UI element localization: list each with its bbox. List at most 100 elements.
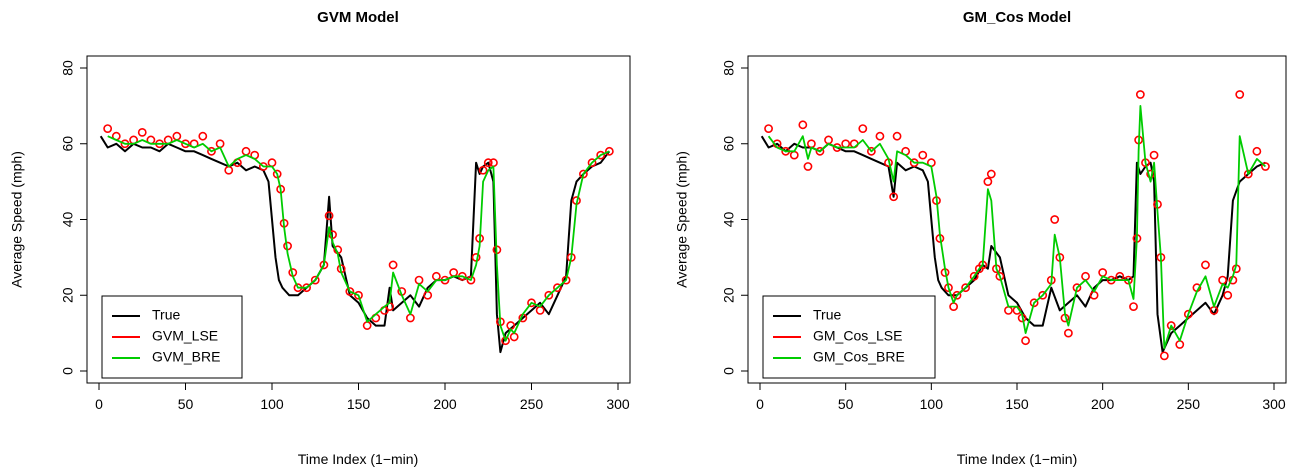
data-point: [986, 169, 996, 179]
data-point: [527, 298, 536, 308]
data-point: [983, 177, 993, 187]
data-point: [803, 162, 813, 171]
y-tick-label: 60: [60, 136, 76, 152]
data-point: [405, 313, 415, 323]
data-point: [1064, 328, 1073, 338]
data-point: [241, 146, 251, 156]
data-point: [952, 290, 962, 300]
x-axis-label: Time Index (1−min): [298, 451, 418, 467]
x-tick-label: 300: [1262, 396, 1286, 412]
x-tick-label: 50: [178, 396, 194, 412]
legend-label: True: [813, 307, 841, 323]
x-tick-label: 200: [1091, 396, 1115, 412]
x-axis: 0 50 100 150 200 250 300: [95, 382, 630, 412]
data-point: [553, 283, 562, 293]
data-point: [1218, 275, 1227, 285]
data-point: [478, 165, 488, 175]
data-point: [324, 211, 334, 221]
data-point: [224, 165, 234, 175]
data-point: [1261, 162, 1270, 171]
y-tick-label: 40: [60, 212, 76, 228]
chart-title: GM_Cos Model: [963, 9, 1071, 26]
data-point: [431, 271, 441, 281]
data-point: [1029, 298, 1039, 308]
legend-label: True: [152, 307, 180, 323]
data-point: [815, 146, 825, 156]
data-point: [181, 139, 190, 149]
data-point: [215, 139, 225, 149]
x-tick-label: 150: [347, 396, 371, 412]
y-axis: 0 20 40 60 80: [60, 60, 88, 375]
series-line-gvm-bre: [107, 135, 610, 342]
data-point: [596, 150, 606, 160]
data-point: [207, 146, 216, 156]
data-point: [824, 135, 833, 145]
data-point: [1135, 90, 1145, 99]
data-point: [1175, 340, 1185, 349]
data-point: [1201, 260, 1210, 270]
x-tick-label: 150: [1005, 396, 1029, 412]
x-tick-label: 100: [920, 396, 944, 412]
series-line-gm-cos-bre: [767, 105, 1266, 350]
data-point: [1166, 321, 1176, 330]
data-point: [1004, 305, 1013, 315]
data-point: [198, 131, 208, 141]
legend: True GM_Cos_LSE GM_Cos_BRE: [762, 295, 936, 379]
data-point: [489, 158, 498, 168]
x-axis-label: Time Index (1−min): [957, 451, 1077, 467]
y-tick-label: 0: [721, 367, 737, 375]
data-point: [449, 268, 459, 277]
data-point: [866, 146, 876, 156]
data-point: [267, 158, 277, 168]
data-point: [604, 146, 614, 156]
data-point: [388, 260, 398, 270]
data-point: [789, 150, 799, 160]
data-point: [310, 275, 320, 285]
data-point: [764, 124, 773, 134]
data-point: [995, 271, 1005, 281]
data-point: [1235, 90, 1245, 99]
data-point: [354, 290, 363, 300]
data-point: [544, 290, 554, 300]
legend-label: GVM_LSE: [152, 328, 218, 344]
legend-label: GVM_BRE: [152, 349, 220, 365]
y-tick-label: 0: [60, 367, 76, 375]
data-point: [1129, 302, 1138, 312]
y-tick-label: 60: [721, 136, 737, 152]
y-axis-label: Average Speed (mph): [9, 151, 25, 288]
data-point: [1050, 215, 1060, 224]
data-point: [1183, 309, 1193, 319]
data-point: [172, 131, 182, 141]
x-axis: 0 50 100 150 200 250 300: [756, 382, 1286, 412]
data-point: [889, 192, 899, 202]
data-point: [1098, 268, 1108, 277]
y-tick-label: 80: [721, 60, 737, 76]
series-gm-cos-bre: [767, 105, 1266, 350]
data-point: [483, 158, 493, 168]
y-axis: 0 20 40 60 80: [721, 60, 749, 375]
x-tick-label: 0: [95, 396, 103, 412]
data-point: [1149, 150, 1159, 160]
legend: True GVM_LSE GVM_BRE: [101, 295, 243, 379]
data-point: [535, 305, 545, 315]
data-point: [875, 131, 885, 141]
data-point: [1081, 271, 1090, 281]
legend-label: GM_Cos_LSE: [813, 328, 902, 344]
x-tick-label: 250: [520, 396, 544, 412]
data-point: [501, 336, 510, 346]
data-point: [1252, 146, 1262, 156]
data-point: [1159, 351, 1169, 361]
series-true: [99, 135, 611, 354]
data-point: [509, 332, 519, 342]
data-point: [414, 275, 424, 285]
data-point: [858, 124, 868, 134]
data-point: [841, 139, 851, 149]
data-point: [961, 283, 970, 293]
data-point: [807, 139, 816, 149]
series-line-true: [99, 135, 611, 354]
series-gvm-bre: [107, 135, 610, 342]
y-tick-label: 20: [721, 287, 737, 303]
x-tick-label: 250: [1177, 396, 1201, 412]
data-point: [949, 302, 959, 312]
